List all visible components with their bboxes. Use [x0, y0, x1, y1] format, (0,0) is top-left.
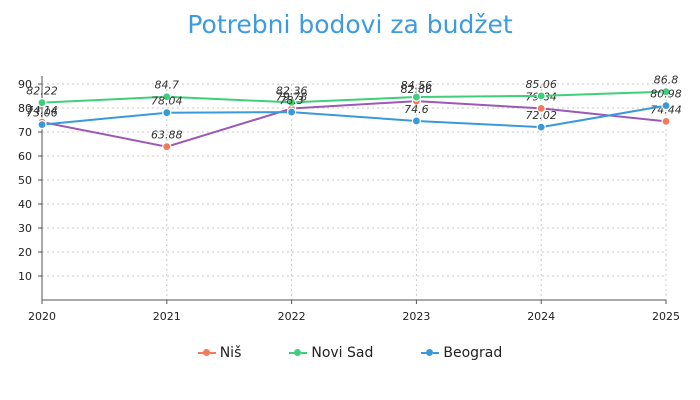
data-point-beograd	[661, 101, 671, 111]
y-tick-label: 50	[18, 174, 32, 187]
data-label-nis: 63.88	[151, 129, 183, 142]
data-label-beograd: 80.98	[650, 88, 682, 101]
data-label-novi-sad: 85.06	[525, 78, 557, 91]
data-label-novi-sad: 82.36	[276, 84, 308, 97]
series-line-nis	[41, 100, 667, 148]
legend-item-nis[interactable]: Niš	[197, 345, 242, 361]
data-label-nis: 82.86	[401, 83, 433, 96]
data-point-beograd	[162, 108, 172, 118]
data-label-novi-sad: 86.8	[654, 74, 679, 87]
data-label-beograd: 78.04	[151, 95, 183, 108]
x-tick-label: 2024	[527, 310, 555, 323]
x-tick-label: 2020	[28, 310, 56, 323]
data-point-novi-sad	[661, 87, 671, 97]
legend-swatch-novi-sad	[289, 348, 308, 358]
legend-swatch-beograd	[421, 348, 440, 358]
data-label-nis: 74.14	[26, 104, 58, 117]
legend-label-novi-sad: Novi Sad	[311, 345, 374, 361]
data-point-novi-sad	[37, 98, 47, 108]
y-tick-label: 80	[18, 102, 32, 115]
data-label-nis: 79.78	[276, 91, 308, 104]
data-point-novi-sad	[162, 92, 172, 102]
x-tick-label: 2021	[153, 310, 181, 323]
y-tick-label: 70	[18, 126, 32, 139]
y-tick-label: 10	[18, 270, 32, 283]
data-point-novi-sad	[287, 97, 297, 107]
series-line-novi-sad	[41, 90, 667, 104]
chart-title: Potrebni bodovi za budžet	[187, 10, 513, 39]
data-label-beograd: 74.6	[404, 103, 429, 116]
legend-item-novi-sad[interactable]: Novi Sad	[289, 345, 373, 361]
data-label-novi-sad: 82.22	[26, 85, 58, 98]
series-line-beograd	[41, 104, 667, 129]
legend-item-beograd[interactable]: Beograd	[421, 345, 502, 361]
legend-label-nis: Niš	[219, 345, 242, 361]
data-label-beograd: 78.3	[279, 94, 304, 107]
data-point-nis	[661, 116, 671, 126]
x-tick-label: 2025	[652, 310, 680, 323]
data-label-beograd: 72.02	[525, 109, 557, 122]
y-tick-label: 90	[18, 78, 32, 91]
data-point-novi-sad	[411, 92, 421, 102]
data-point-novi-sad	[536, 91, 546, 101]
x-tick-label: 2023	[402, 310, 430, 323]
chart-legend: Niš Novi Sad Beograd	[0, 345, 700, 361]
data-label-novi-sad: 84.7	[155, 79, 180, 92]
data-point-beograd	[287, 107, 297, 117]
legend-label-beograd: Beograd	[443, 345, 503, 361]
data-point-beograd	[411, 116, 421, 126]
legend-swatch-nis	[197, 348, 216, 358]
data-point-beograd	[536, 122, 546, 132]
data-point-beograd	[37, 120, 47, 130]
data-label-beograd: 73.06	[26, 107, 58, 120]
y-tick-label: 40	[18, 198, 32, 211]
y-tick-label: 20	[18, 246, 32, 259]
x-tick-label: 2022	[278, 310, 306, 323]
data-label-novi-sad: 84.56	[401, 79, 433, 92]
y-tick-label: 60	[18, 150, 32, 163]
data-point-nis	[162, 142, 172, 152]
y-tick-label: 30	[18, 222, 32, 235]
data-point-nis	[536, 103, 546, 113]
